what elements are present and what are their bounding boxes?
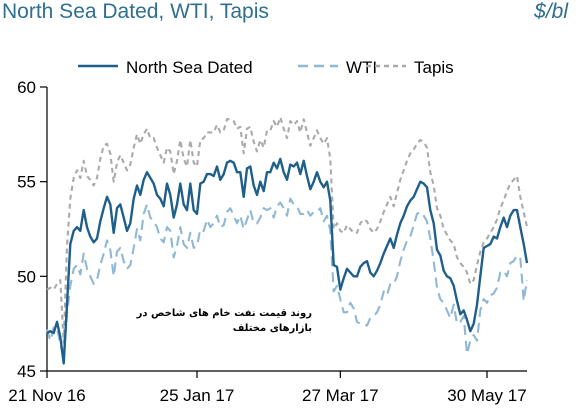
chart-axes: 45 50 55 60 21 Nov 16 25 Jan 17 27 Mar 17 30 Ma…	[8, 78, 527, 405]
chart-unit-label: $/bl	[534, 0, 568, 23]
series-line-north-sea-dated	[46, 157, 529, 365]
y-tick-label: 55	[17, 173, 36, 192]
x-tick-label: 21 Nov 16	[8, 386, 86, 405]
y-tick-label: 60	[17, 78, 36, 97]
series-line-wti	[45, 197, 529, 359]
series-line-tapis	[46, 116, 529, 344]
y-tick-label: 45	[17, 362, 36, 381]
x-tick-label: 25 Jan 17	[160, 386, 235, 405]
y-tick-label: 50	[17, 267, 36, 286]
chart-annotation: روند قیمت نفت خام های شاخص در بازارهای م…	[136, 308, 312, 334]
x-tick-label: 30 May 17	[447, 386, 526, 405]
chart-series	[45, 116, 529, 365]
legend-label: WTI	[346, 58, 377, 77]
chart-legend: North Sea Dated WTI Tapis	[78, 58, 454, 77]
x-tick-label: 27 Mar 17	[302, 386, 379, 405]
chart-title: North Sea Dated, WTI, Tapis	[2, 0, 269, 23]
legend-label: North Sea Dated	[126, 58, 253, 77]
legend-label: Tapis	[414, 58, 454, 77]
